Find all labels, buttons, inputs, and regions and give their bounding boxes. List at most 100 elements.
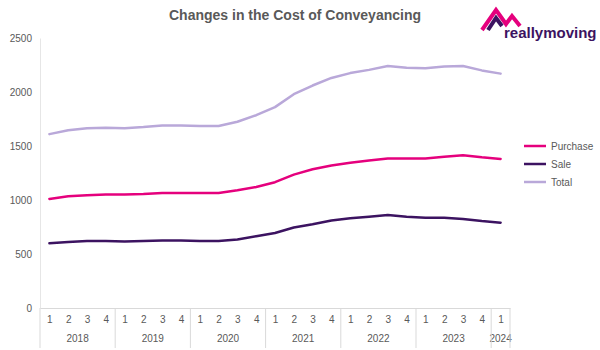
x-tick-label: 4: [179, 314, 185, 325]
legend-item: Total: [524, 177, 572, 188]
x-tick: 2: [442, 308, 448, 325]
x-group-separator: [115, 308, 116, 348]
x-axis: 1 2 3 4 1 2 3 4 1 2 3 4 1 2 3 4 1 2 3 4 1 2 3 4 1: [41, 308, 511, 325]
y-tick: 0: [26, 303, 40, 314]
x-tick-label: 1: [122, 314, 128, 325]
x-groups: 2018 2019 2020 2021 2022 2023 2024: [40, 308, 512, 348]
x-tick: 2: [292, 308, 298, 325]
y-tick-label: 1500: [10, 141, 33, 152]
x-tick-label: 3: [386, 314, 392, 325]
x-tick: 1: [198, 308, 204, 325]
lines: [49, 66, 500, 243]
y-tick-label: 2000: [10, 87, 33, 98]
x-group-separator: [40, 308, 41, 348]
y-tick: 500: [15, 249, 40, 260]
x-tick-label: 4: [480, 314, 486, 325]
x-tick-label: 1: [348, 314, 354, 325]
x-tick: 4: [329, 308, 335, 325]
x-tick-label: 2: [216, 314, 222, 325]
legend-label: Total: [551, 177, 572, 188]
x-tick-label: 3: [461, 314, 467, 325]
legend-label: Purchase: [551, 141, 594, 152]
plot: 0 500 1000 1500 2000 2500 1 2 3 4 1 2 3 4 1 2 3 4 1 2 3 4 1 2 3 4…: [10, 33, 512, 348]
x-tick-label: 2: [367, 314, 373, 325]
x-tick-label: 1: [273, 314, 279, 325]
x-tick-label: 1: [498, 314, 504, 325]
x-tick-label: 1: [47, 314, 53, 325]
x-tick: 1: [47, 308, 53, 325]
x-group-label: 2019: [142, 333, 165, 344]
x-tick-label: 2: [292, 314, 298, 325]
x-group-label: 2021: [292, 333, 315, 344]
x-tick-label: 4: [404, 314, 410, 325]
legend-item: Sale: [524, 159, 571, 170]
x-tick: 3: [461, 308, 467, 325]
logo-roof-inner: [488, 18, 502, 30]
x-tick-label: 2: [141, 314, 147, 325]
x-tick: 3: [85, 308, 91, 325]
x-tick-label: 2: [442, 314, 448, 325]
x-tick: 2: [367, 308, 373, 325]
x-tick: 2: [66, 308, 72, 325]
x-group-label: 2024: [489, 333, 512, 344]
legend-item: Purchase: [524, 141, 594, 152]
x-tick-label: 4: [104, 314, 110, 325]
chart-title: Changes in the Cost of Conveyancing: [169, 7, 421, 23]
y-tick-label: 1000: [10, 195, 33, 206]
y-axis-line: [40, 39, 41, 309]
legend: Purchase Sale Total: [524, 141, 594, 188]
x-group-separator: [265, 308, 266, 348]
x-tick: 1: [498, 308, 504, 325]
x-tick: 3: [160, 308, 166, 325]
y-tick: 1500: [10, 141, 40, 152]
y-tick: 2000: [10, 87, 40, 98]
x-axis-line: [41, 308, 511, 309]
x-tick: 2: [141, 308, 147, 325]
chart-svg: Changes in the Cost of Conveyancing reall…: [0, 0, 600, 350]
legend-swatch: [524, 163, 546, 166]
logo-text: reallymoving: [504, 24, 597, 41]
x-tick: 4: [254, 308, 260, 325]
x-tick: 1: [423, 308, 429, 325]
series-line: [49, 155, 500, 199]
x-tick-label: 4: [254, 314, 260, 325]
y-tick-label: 2500: [10, 33, 33, 44]
x-group-separator: [190, 308, 191, 348]
x-tick: 1: [122, 308, 128, 325]
y-tick-label: 500: [15, 249, 32, 260]
x-tick-label: 3: [160, 314, 166, 325]
x-tick: 1: [273, 308, 279, 325]
x-group-label: 2022: [367, 333, 390, 344]
logo: reallymoving: [482, 10, 597, 41]
x-group-separator: [416, 308, 417, 348]
y-tick-label: 0: [26, 303, 32, 314]
x-group-label: 2018: [66, 333, 89, 344]
x-tick: 1: [348, 308, 354, 325]
series-line: [49, 215, 500, 243]
x-tick-label: 2: [66, 314, 72, 325]
legend-swatch: [524, 181, 546, 184]
y-tick: 2500: [10, 33, 40, 44]
legend-label: Sale: [551, 159, 571, 170]
x-tick-label: 4: [329, 314, 335, 325]
x-group-label: 2023: [442, 333, 465, 344]
x-tick-label: 3: [85, 314, 91, 325]
y-tick: 1000: [10, 195, 40, 206]
x-group-separator: [491, 308, 492, 348]
x-tick-label: 1: [423, 314, 429, 325]
x-tick-label: 1: [198, 314, 204, 325]
y-axis: 0 500 1000 1500 2000 2500: [10, 33, 41, 314]
x-tick: 4: [104, 308, 110, 325]
x-tick-label: 3: [235, 314, 241, 325]
x-group-separator: [510, 308, 511, 348]
x-group-label: 2020: [217, 333, 240, 344]
legend-swatch: [524, 145, 546, 148]
series-line: [49, 66, 500, 134]
x-tick: 4: [404, 308, 410, 325]
x-tick: 3: [235, 308, 241, 325]
x-tick-label: 3: [310, 314, 316, 325]
x-tick: 4: [179, 308, 185, 325]
x-tick: 4: [480, 308, 486, 325]
x-tick: 3: [386, 308, 392, 325]
x-tick: 2: [216, 308, 222, 325]
